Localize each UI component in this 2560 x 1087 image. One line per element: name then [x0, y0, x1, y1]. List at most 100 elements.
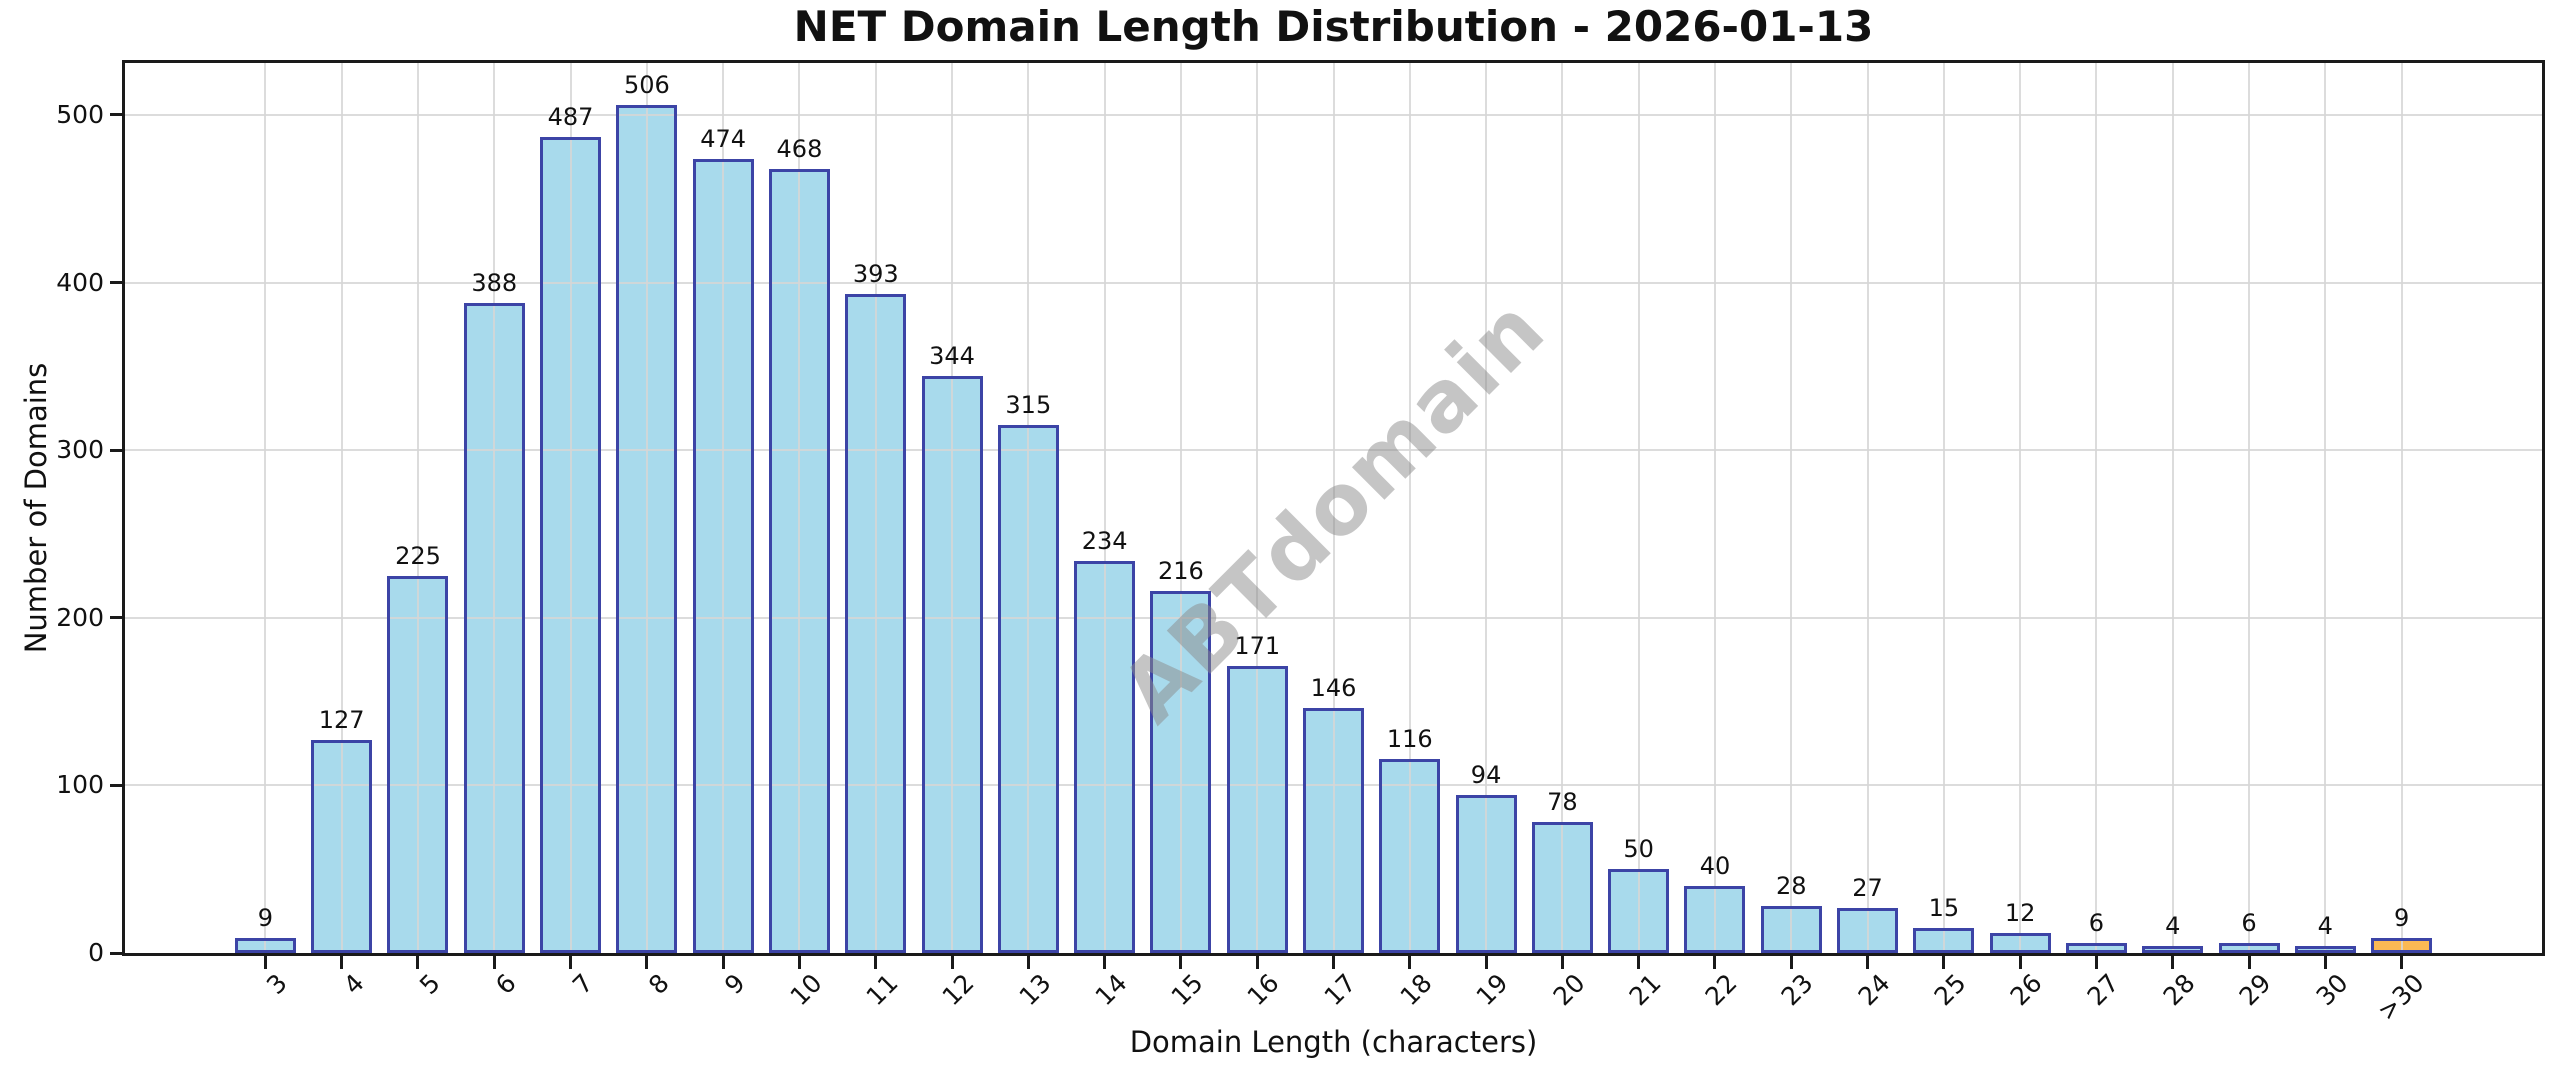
y-tick-label: 100 [56, 770, 104, 800]
x-tick-mark [416, 956, 420, 969]
gridline-vertical [1179, 63, 1182, 953]
bar-value-label: 474 [700, 124, 747, 153]
gridline-vertical [416, 63, 419, 953]
gridline-vertical [2095, 63, 2098, 953]
x-tick-mark [1713, 956, 1717, 969]
x-tick-mark [1637, 956, 1641, 969]
bar-value-label: 344 [929, 342, 975, 371]
x-tick-mark [1255, 956, 1259, 969]
bar-outline [616, 104, 678, 953]
x-tick-label-text: >30 [2371, 968, 2430, 1027]
bar-value-label: 12 [2004, 898, 2036, 927]
bar-outline [2371, 937, 2433, 953]
bar-value-label: 78 [1547, 788, 1578, 817]
x-tick-mark [1942, 956, 1946, 969]
x-tick-mark [1484, 956, 1488, 969]
bar-value-label: 6 [2241, 908, 2257, 937]
x-tick-mark [2094, 956, 2098, 969]
x-tick-mark [1103, 956, 1107, 969]
gridline-vertical [1561, 63, 1564, 953]
plot-area: 0 100 200 300 400 500 9 3 127 4 225 5 388 6 487 7 506 8 47… [56, 60, 2545, 1026]
bar-outline [2142, 946, 2204, 953]
x-tick-mark [797, 956, 801, 969]
gridline-vertical [2019, 63, 2022, 953]
bar-outline [1379, 758, 1441, 953]
x-tick-mark [1789, 956, 1793, 969]
y-tick-mark [110, 951, 122, 955]
gridline-vertical [645, 63, 648, 953]
gridline-vertical [264, 63, 267, 953]
bar-value-label: 171 [1234, 632, 1281, 661]
bar-outline [1760, 906, 1822, 953]
bar-value-label: 234 [1081, 526, 1128, 555]
bar-value-label: 6 [2088, 908, 2105, 937]
gridline-vertical [798, 63, 801, 953]
bar-outline [2065, 942, 2127, 953]
bar-outline [1226, 666, 1288, 953]
bar-outline [1531, 822, 1593, 953]
bar-outline [997, 425, 1059, 953]
y-tick-label: 500 [56, 99, 104, 129]
bar-value-label: 40 [1699, 851, 1731, 880]
x-tick-mark [1026, 956, 1030, 969]
y-tick-label: 200 [56, 602, 104, 632]
x-tick-mark [1332, 956, 1335, 969]
bar-value-label: 146 [1310, 674, 1357, 703]
bar-value-label: 15 [1928, 893, 1960, 922]
bar-value-label: 50 [1623, 835, 1654, 864]
bar-outline [692, 158, 754, 953]
gridline-vertical [1103, 63, 1106, 953]
x-tick-mark [2171, 956, 2175, 969]
gridline-vertical [1866, 63, 1869, 953]
x-tick-mark [1408, 956, 1412, 969]
bar-value-label: 393 [852, 260, 899, 289]
gridline-vertical [569, 63, 572, 953]
bar-outline [1074, 560, 1136, 953]
bar-outline [1455, 795, 1517, 953]
bar-value-label: 4 [2317, 912, 2333, 941]
y-tick-label: 0 [88, 938, 104, 967]
gridline-vertical [340, 63, 343, 953]
bar-value-label: 216 [1158, 556, 1204, 585]
bar-value-label: 9 [2393, 903, 2410, 932]
x-axis-label: Domain Length (characters) [1129, 1025, 1538, 1059]
gridline-vertical [1027, 63, 1030, 953]
y-tick-mark [110, 281, 122, 285]
gridline-vertical [1408, 63, 1411, 953]
bar-outline [1913, 927, 1975, 953]
x-tick-mark [2323, 956, 2327, 969]
gridline-vertical [1942, 63, 1945, 953]
bar-outline [921, 376, 983, 953]
bar-value-label: 116 [1386, 724, 1433, 753]
gridline-vertical [1713, 63, 1716, 953]
bar-outline [2294, 946, 2356, 953]
gridline-vertical [2400, 63, 2403, 953]
bar-outline [1837, 907, 1899, 953]
bar-value-label: 315 [1005, 391, 1052, 420]
x-tick-mark [950, 956, 954, 969]
x-tick-mark [2018, 956, 2022, 969]
bar-outline [1989, 932, 2051, 953]
bar-value-label: 94 [1470, 761, 1502, 790]
x-tick-mark [263, 956, 267, 969]
x-tick-mark [1179, 956, 1183, 969]
gridline-vertical [1485, 63, 1488, 953]
x-tick-mark [340, 956, 344, 969]
x-tick-mark [569, 956, 573, 969]
bar-value-label: 506 [623, 70, 670, 99]
x-tick-mark [2247, 956, 2251, 969]
gridline-vertical [2248, 63, 2251, 953]
gridline-vertical [2171, 63, 2174, 953]
bar-outline [234, 937, 296, 953]
bar-outline [845, 294, 907, 953]
x-tick-mark [645, 956, 649, 969]
x-tick-mark [492, 956, 496, 969]
bar-outline [2218, 942, 2280, 953]
bar-outline [311, 740, 373, 953]
y-tick-mark [110, 616, 122, 620]
gridline-vertical [951, 63, 954, 953]
x-tick-mark [721, 956, 725, 969]
gridline-vertical [2324, 63, 2327, 953]
bar-outline [1302, 708, 1364, 953]
x-tick-mark [874, 956, 878, 969]
